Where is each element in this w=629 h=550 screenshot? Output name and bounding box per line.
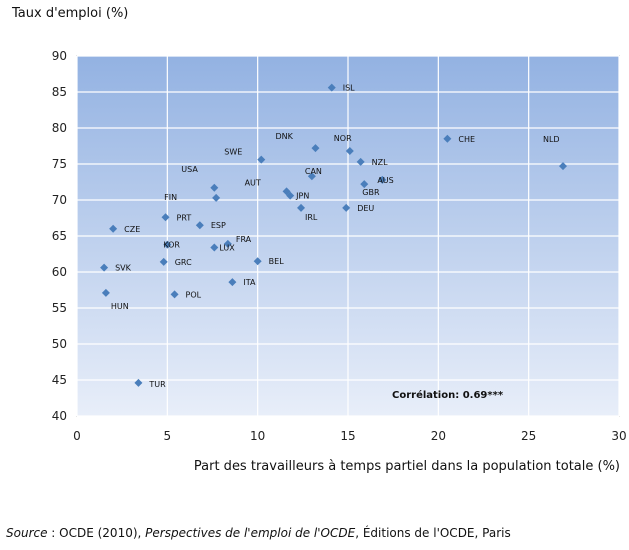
point-label: GRC (175, 258, 192, 267)
x-axis-title: Part des travailleurs à temps partiel da… (194, 459, 620, 474)
y-tick-label: 80 (52, 121, 67, 135)
correlation-annotation: Corrélation: 0.69*** (392, 389, 504, 401)
source-text: : OCDE (2010), (47, 526, 146, 540)
point-label: HUN (111, 302, 129, 311)
point-label: PRT (177, 213, 192, 222)
y-tick-label: 60 (52, 265, 67, 279)
point-deu (342, 203, 351, 212)
point-label: CHE (458, 135, 475, 144)
x-tick-label: 5 (164, 429, 172, 443)
point-label: LUX (219, 244, 235, 253)
point-label: ESP (211, 221, 226, 230)
point-label: AUS (377, 176, 393, 185)
point-label: SVK (115, 264, 132, 273)
point-grc (159, 257, 168, 266)
point-label: ISL (343, 84, 355, 93)
point-label: SWE (224, 148, 242, 157)
point-label: ITA (243, 278, 256, 287)
point-usa (210, 183, 219, 192)
point-pol (170, 290, 179, 299)
source-title: Perspectives de l'emploi de l'OCDE (145, 526, 356, 540)
point-tur (134, 378, 143, 387)
y-tick-label: 70 (52, 193, 67, 207)
point-fin (212, 193, 221, 202)
source-note: Source : OCDE (2010), Perspectives de l'… (6, 526, 511, 540)
point-swe (257, 155, 266, 164)
point-label: IRL (305, 213, 318, 222)
point-cze (109, 224, 118, 233)
point-label: KOR (163, 241, 180, 250)
x-tick-label: 20 (431, 429, 446, 443)
point-kor (163, 240, 172, 249)
y-tick-label: 90 (52, 49, 67, 63)
y-tick-label: 65 (52, 229, 67, 243)
source-label: Source (6, 526, 48, 540)
y-tick-label: 85 (52, 85, 67, 99)
point-nor (345, 147, 354, 156)
point-label: NLD (543, 135, 560, 144)
point-label: AUT (245, 178, 261, 187)
point-label: TUR (148, 380, 166, 389)
point-aus (378, 175, 387, 184)
point-esp (195, 221, 204, 230)
source-publisher: , Éditions de l'OCDE, Paris (355, 526, 511, 540)
point-label: USA (181, 165, 198, 174)
point-bel (253, 257, 262, 266)
point-hun (101, 288, 110, 297)
point-label: BEL (269, 257, 285, 266)
x-tick-label: 30 (611, 429, 626, 443)
point-dnk (311, 144, 320, 153)
point-can (307, 172, 316, 181)
point-label: POL (186, 290, 202, 299)
point-irl (297, 203, 306, 212)
point-label: CZE (124, 225, 140, 234)
point-label: GBR (362, 188, 380, 197)
point-label: FRA (236, 235, 252, 244)
y-tick-label: 50 (52, 337, 67, 351)
point-svk (100, 263, 109, 272)
point-prt (161, 213, 170, 222)
point-label: JPN (295, 192, 309, 201)
y-tick-label: 40 (52, 409, 67, 423)
point-nzl (356, 157, 365, 166)
point-fra (223, 239, 232, 248)
x-tick-label: 25 (521, 429, 536, 443)
point-ita (228, 278, 237, 287)
x-tick-label: 10 (250, 429, 265, 443)
point-nld (558, 162, 567, 171)
y-axis-title: Taux d'emploi (%) (11, 6, 128, 21)
x-tick-label: 0 (73, 429, 81, 443)
point-label: NZL (372, 158, 388, 167)
point-jpn (286, 191, 295, 200)
point-isl (327, 83, 336, 92)
y-tick-label: 45 (52, 373, 67, 387)
point-label: NOR (334, 134, 352, 143)
point-gbr (360, 180, 369, 189)
x-tick-label: 15 (340, 429, 355, 443)
point-label: CAN (305, 167, 322, 176)
point-lux (210, 243, 219, 252)
y-tick-label: 75 (52, 157, 67, 171)
y-tick-label: 55 (52, 301, 67, 315)
point-label: DEU (357, 204, 374, 213)
point-label: FIN (164, 193, 177, 202)
point-label: DNK (275, 132, 293, 141)
point-che (443, 134, 452, 143)
